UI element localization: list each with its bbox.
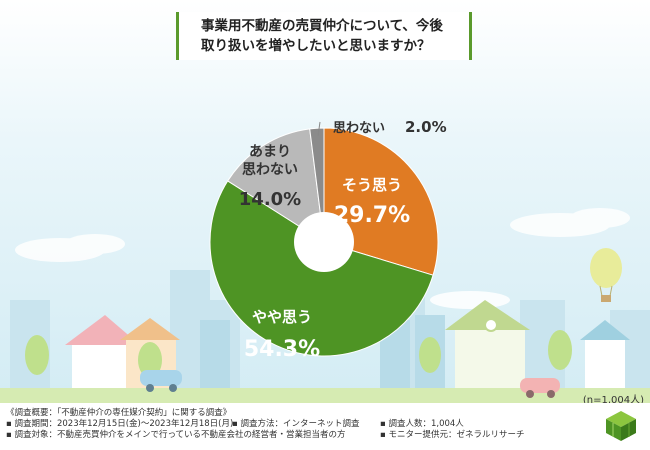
cars	[140, 370, 560, 398]
title-line-2: 取り扱いを増やしたいと思いますか？	[201, 38, 431, 54]
brand-logo-icon	[606, 411, 636, 441]
survey-overview: 《調査概要：「不動産仲介の専任媒介契約」に関する調査》	[6, 408, 232, 418]
sample-size-note: (n=1,004人)	[582, 395, 644, 406]
survey-method: 調査方法：インターネット調査	[232, 419, 359, 430]
slice-value-1: 54.3%	[244, 337, 320, 362]
slice-label-2-line-0: あまり	[249, 144, 291, 160]
slice-label-3: 思わない	[333, 121, 385, 136]
slice-2	[227, 128, 325, 243]
question-title: 事業用不動産の売買仲介について、今後 取り扱いを増やしたいと思いますか？	[176, 12, 472, 60]
slice-label-1-line-0: やや思う	[252, 308, 312, 326]
title-line-1: 事業用不動産の売買仲介について、今後	[201, 18, 443, 34]
survey-period: 調査期間：2023年12月15日(金)～2023年12月18日(月)	[6, 419, 233, 430]
survey-count: 調査人数：1,004人	[380, 419, 463, 430]
slice-label-2-line-1: 思わない	[242, 162, 298, 178]
slice-value-0: 29.7%	[334, 203, 410, 228]
balloon	[590, 248, 622, 302]
survey-target: 調査対象：不動産売買仲介をメインで行っている不動産会社の経営者・営業担当者の方	[6, 430, 345, 441]
slice-label-0-line-0: そう思う	[342, 176, 402, 194]
leader-line	[317, 121, 321, 137]
donut-hole	[294, 212, 354, 272]
trees	[25, 330, 572, 378]
survey-footer: 《調査概要：「不動産仲介の専任媒介契約」に関する調査》 調査期間：2023年12…	[0, 403, 650, 450]
slice-value-2: 14.0%	[239, 189, 301, 210]
slice-value-3: 2.0%	[405, 118, 447, 136]
survey-provider: モニター提供元：ゼネラルリサーチ	[380, 430, 524, 441]
